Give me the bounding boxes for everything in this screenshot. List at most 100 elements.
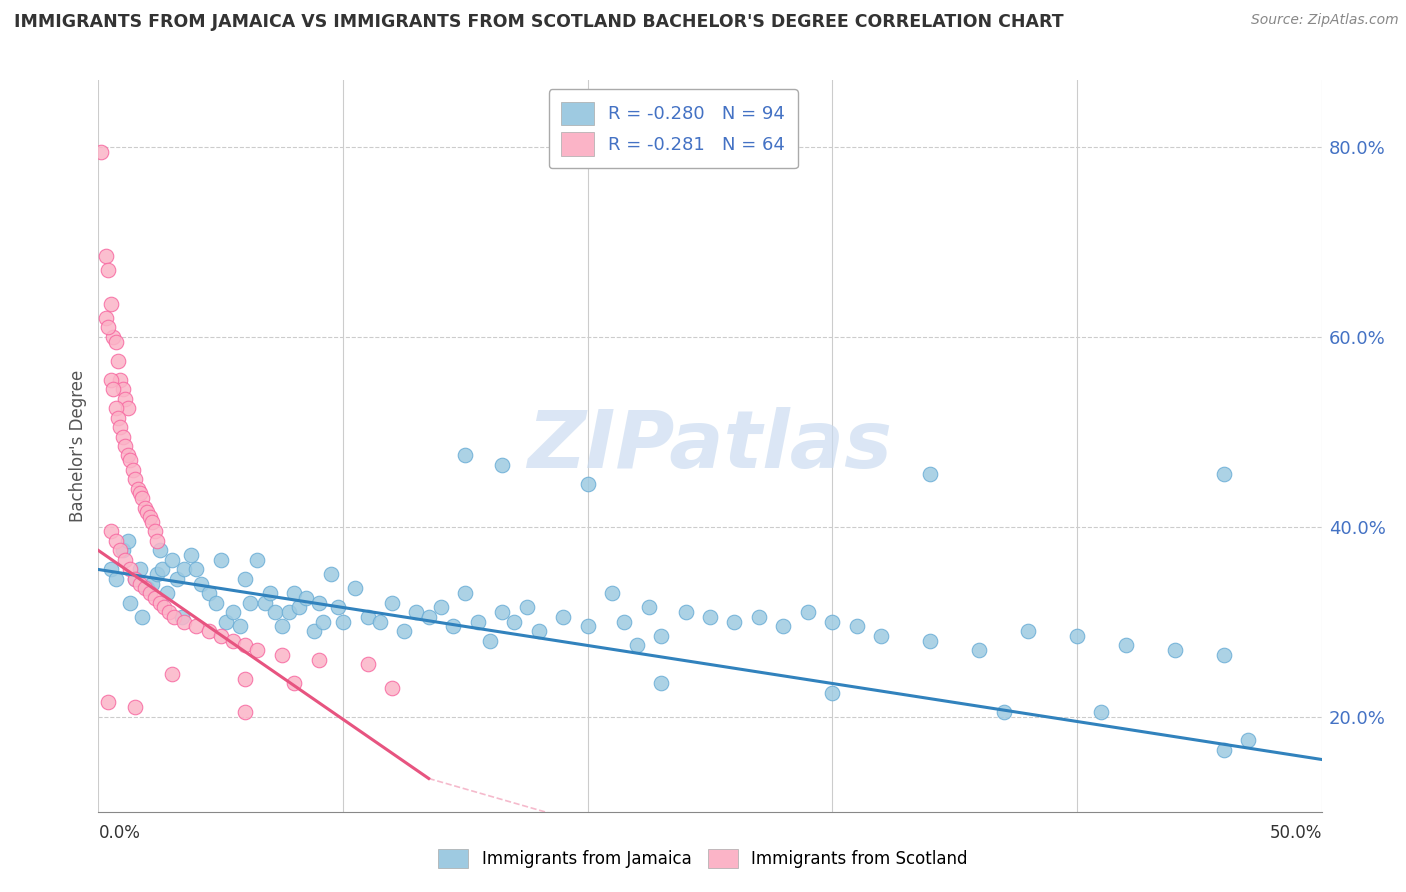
Point <box>967 643 990 657</box>
Text: 0.0%: 0.0% <box>98 824 141 842</box>
Point <box>467 615 489 629</box>
Point <box>870 629 893 643</box>
Text: Source: ZipAtlas.com: Source: ZipAtlas.com <box>1251 13 1399 28</box>
Point <box>197 624 219 639</box>
Point <box>1212 648 1234 662</box>
Point <box>170 610 193 624</box>
Point <box>114 392 136 406</box>
Point <box>134 582 156 596</box>
Point <box>491 605 513 619</box>
Point <box>772 619 794 633</box>
Point <box>180 548 202 562</box>
Y-axis label: Bachelor's Degree: Bachelor's Degree <box>69 370 87 522</box>
Point <box>205 596 228 610</box>
Point <box>515 600 537 615</box>
Point <box>156 586 179 600</box>
Point <box>920 633 942 648</box>
Point <box>491 458 513 472</box>
Point <box>392 624 416 639</box>
Point <box>149 543 172 558</box>
Point <box>214 615 236 629</box>
Point <box>993 705 1015 719</box>
Point <box>150 562 173 576</box>
Point <box>356 610 378 624</box>
Point <box>104 533 127 548</box>
Point <box>117 401 139 415</box>
Point <box>129 576 152 591</box>
Point <box>246 643 269 657</box>
Point <box>454 586 477 600</box>
Point <box>149 596 172 610</box>
Point <box>190 576 212 591</box>
Point <box>117 449 139 463</box>
Point <box>638 600 661 615</box>
Point <box>153 600 176 615</box>
Point <box>146 567 169 582</box>
Point <box>418 610 440 624</box>
Point <box>233 572 256 586</box>
Point <box>920 467 942 482</box>
Point <box>1090 705 1112 719</box>
Point <box>163 610 186 624</box>
Point <box>97 696 120 710</box>
Point <box>503 615 526 629</box>
Point <box>239 596 262 610</box>
Point <box>114 553 136 567</box>
Point <box>94 249 117 263</box>
Point <box>748 610 770 624</box>
Text: 50.0%: 50.0% <box>1270 824 1322 842</box>
Point <box>270 619 294 633</box>
Point <box>110 420 132 434</box>
Point <box>675 605 697 619</box>
Point <box>278 605 301 619</box>
Point <box>246 553 269 567</box>
Point <box>97 263 120 277</box>
Point <box>160 667 183 681</box>
Point <box>157 605 180 619</box>
Text: IMMIGRANTS FROM JAMAICA VS IMMIGRANTS FROM SCOTLAND BACHELOR'S DEGREE CORRELATIO: IMMIGRANTS FROM JAMAICA VS IMMIGRANTS FR… <box>14 13 1064 31</box>
Point <box>332 615 354 629</box>
Point <box>110 543 132 558</box>
Point <box>553 610 575 624</box>
Point <box>270 648 294 662</box>
Point <box>124 572 146 586</box>
Point <box>233 672 256 686</box>
Point <box>797 605 820 619</box>
Point <box>120 453 142 467</box>
Point <box>229 619 252 633</box>
Point <box>166 572 188 586</box>
Point <box>613 615 636 629</box>
Point <box>134 500 156 515</box>
Point <box>120 562 142 576</box>
Point <box>650 629 672 643</box>
Point <box>100 296 122 310</box>
Point <box>111 382 134 396</box>
Point <box>117 533 139 548</box>
Point <box>650 676 672 690</box>
Point <box>1115 639 1137 653</box>
Point <box>356 657 378 672</box>
Point <box>576 619 599 633</box>
Legend: R = -0.280   N = 94, R = -0.281   N = 64: R = -0.280 N = 94, R = -0.281 N = 64 <box>548 89 797 169</box>
Point <box>100 562 122 576</box>
Point <box>173 562 195 576</box>
Point <box>319 567 342 582</box>
Point <box>127 482 149 496</box>
Point <box>143 524 166 539</box>
Point <box>94 310 117 325</box>
Point <box>259 586 281 600</box>
Point <box>1237 733 1260 747</box>
Point <box>141 515 163 529</box>
Point <box>626 639 648 653</box>
Point <box>288 600 311 615</box>
Point <box>110 372 132 386</box>
Point <box>222 605 245 619</box>
Point <box>821 686 844 700</box>
Point <box>1164 643 1187 657</box>
Point <box>124 472 146 486</box>
Point <box>209 629 232 643</box>
Point <box>699 610 721 624</box>
Point <box>114 439 136 453</box>
Point <box>253 596 276 610</box>
Point <box>1212 467 1234 482</box>
